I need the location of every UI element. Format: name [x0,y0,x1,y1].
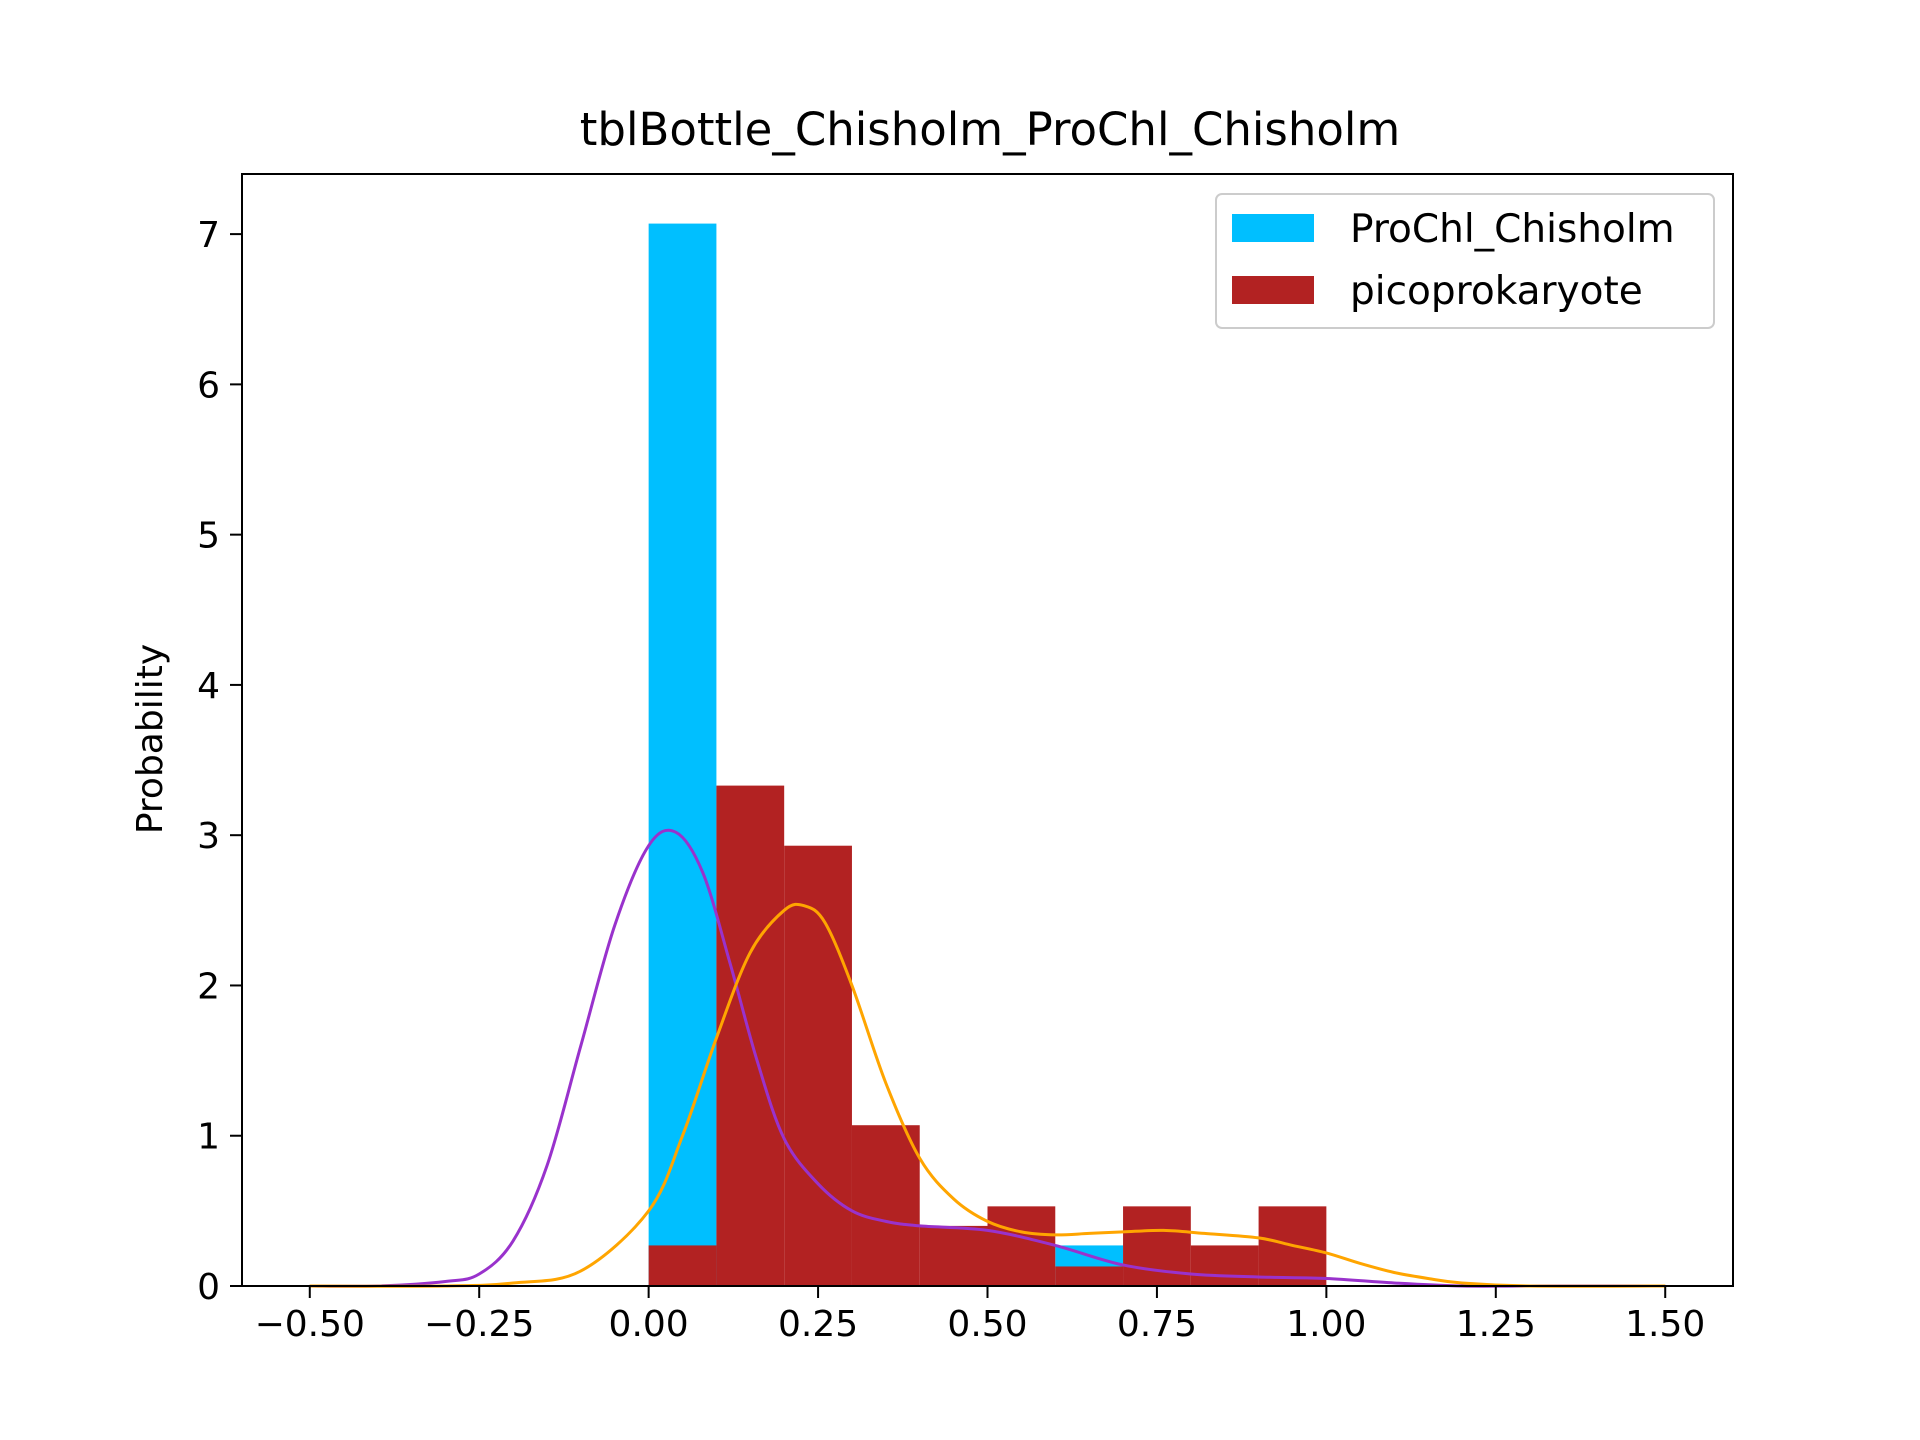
x-tick-label: 0.75 [1117,1304,1197,1345]
chart-title: tblBottle_Chisholm_ProChl_Chisholm [580,103,1400,156]
histogram-bar [1190,1245,1259,1286]
histogram-bar [851,1125,920,1286]
plot-area [309,223,1666,1288]
histogram-bar [648,223,717,1286]
legend-swatch [1232,276,1314,304]
y-tick-label: 7 [197,215,220,256]
histogram-series-0 [648,223,1124,1286]
legend-label: picoprokaryote [1350,269,1643,314]
y-axis: 0 1 2 3 4 5 6 7 [197,215,242,1308]
x-tick-label: 0.25 [778,1304,858,1345]
x-tick-label: 1.25 [1456,1304,1536,1345]
histogram-bar [784,845,852,1286]
x-tick-label: 1.50 [1625,1304,1705,1345]
legend: ProChl_Chisholm picoprokaryote [1215,193,1715,329]
y-tick-label: 6 [197,365,220,406]
y-tick-label: 4 [197,666,220,707]
kde-curve-0 [309,828,1666,1288]
y-tick-label: 0 [197,1267,220,1308]
histogram-bar [919,1225,988,1286]
x-tick-label: −0.50 [255,1304,365,1345]
histogram-bar [648,1245,717,1286]
x-tick-label: 0.50 [947,1304,1027,1345]
histogram-bar [1055,1266,1124,1286]
x-tick-label: −0.25 [424,1304,534,1345]
x-tick-label: 1.00 [1286,1304,1366,1345]
legend-label: ProChl_Chisholm [1350,207,1675,252]
y-tick-label: 5 [197,516,220,557]
histogram-bar [987,1206,1056,1286]
legend-box [1215,193,1715,329]
y-tick-label: 3 [197,816,220,857]
kde-curve-1 [309,902,1666,1288]
y-tick-label: 1 [197,1117,220,1158]
x-tick-label: 0.00 [609,1304,689,1345]
legend-swatch [1232,214,1314,242]
y-axis-label: Probability [130,644,171,834]
y-tick-label: 2 [197,966,220,1007]
x-axis: −0.50 −0.25 0.00 0.25 0.50 0.75 1.00 1.25 1.50 [255,1286,1705,1345]
